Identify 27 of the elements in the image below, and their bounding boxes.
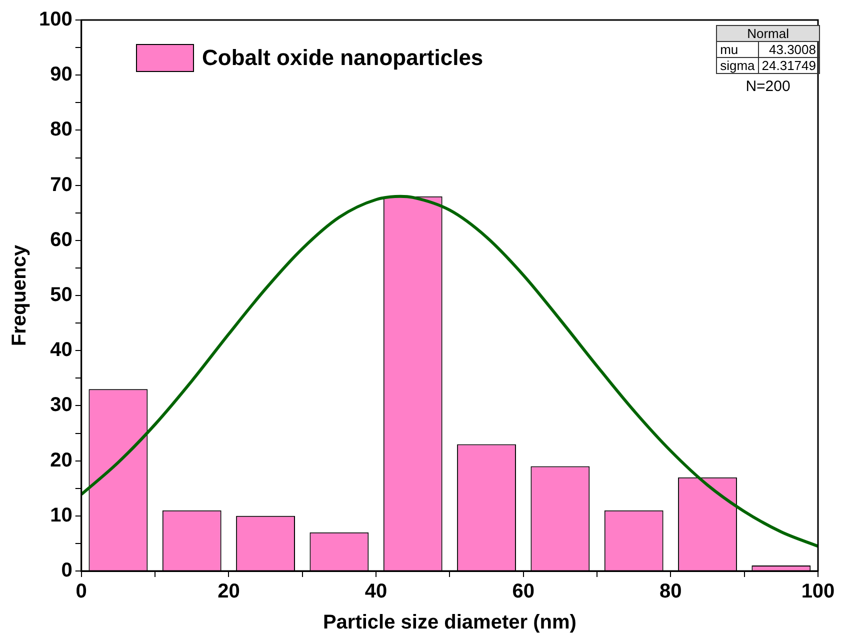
y-tick-label: 80: [50, 118, 72, 141]
x-tick-label: 0: [76, 580, 87, 603]
y-tick-label: 0: [61, 560, 72, 582]
x-tick-label: 80: [660, 580, 682, 603]
x-axis-title: Particle size diameter (nm): [322, 612, 576, 634]
y-tick-label: 20: [50, 449, 72, 472]
y-tick-label: 30: [50, 394, 72, 416]
x-tick-label: 100: [801, 580, 835, 603]
x-tick-label: 60: [512, 580, 534, 603]
x-tick-label: 20: [218, 580, 240, 603]
y-tick-label: 60: [50, 228, 72, 251]
legend-label: Cobalt oxide nanoparticles: [202, 45, 484, 71]
y-tick-label: 90: [50, 64, 72, 86]
line-series: [81, 194, 818, 548]
y-tick-label: 100: [38, 8, 72, 31]
y-tick-label: 70: [50, 174, 72, 196]
x-tick-label: 40: [364, 580, 388, 603]
y-axis-title: Frequency: [8, 244, 31, 346]
annotation: 24.31749: [758, 58, 820, 74]
annotation: sigma: [716, 58, 758, 74]
y-tick-label: 50: [50, 284, 72, 306]
annotation: mu: [716, 42, 758, 58]
y-tick-label: 10: [50, 504, 72, 526]
annotation: Normal: [716, 26, 820, 42]
y-tick-label: 40: [50, 339, 72, 362]
annotation: 43.3008: [758, 42, 820, 58]
annotation: N=200: [744, 78, 792, 95]
